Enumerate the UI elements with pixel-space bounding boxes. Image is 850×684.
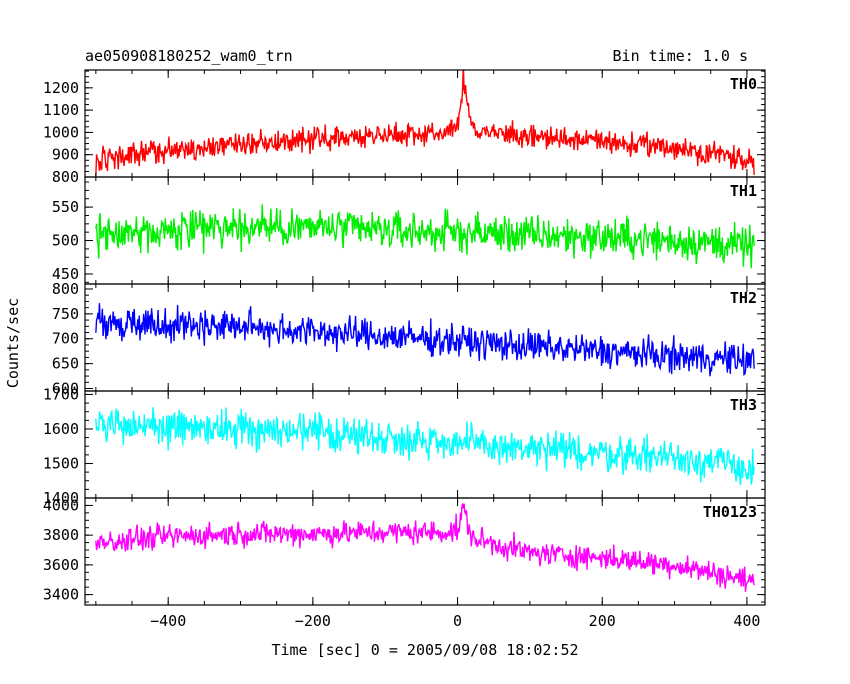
y-tick-label: 3600: [43, 556, 79, 574]
panel-th2: 600 650 700 750 800 TH2: [52, 280, 766, 398]
y-tick-label: 1200: [43, 79, 79, 97]
y-tick-label: 650: [52, 355, 79, 373]
y-tick-label: 800: [52, 280, 79, 298]
y-tick-label: 700: [52, 330, 79, 348]
panel-frame: [84, 69, 766, 178]
series-line-th1: [95, 204, 755, 269]
panel-th3: 1400 1500 1600 1700 TH3: [43, 385, 766, 507]
y-tick-label: 900: [52, 146, 79, 164]
x-tick-label: 400: [733, 612, 760, 630]
y-tick-label: 800: [52, 168, 79, 186]
chart-title: ae050908180252_wam0_trn: [85, 47, 293, 65]
panels-group: 800 900 1000 1100 1200 TH0 450 500 550 TH1 600 650 7…: [43, 69, 766, 630]
x-tick-label: −200: [295, 612, 331, 630]
y-tick-label: 550: [52, 198, 79, 216]
series-line-th0123: [95, 503, 755, 592]
y-tick-label: 3800: [43, 526, 79, 544]
y-tick-label: 750: [52, 305, 79, 323]
y-tick-label: 1400: [43, 489, 79, 507]
y-tick-label: 1500: [43, 454, 79, 472]
series-line-th0: [95, 70, 755, 177]
y-tick-label: 4000: [43, 496, 79, 514]
y-tick-label: 500: [52, 232, 79, 250]
y-tick-label: 1000: [43, 123, 79, 141]
y-tick-label: 1600: [43, 420, 79, 438]
y-tick-label: 1700: [43, 385, 79, 403]
panel-th0: 800 900 1000 1100 1200 TH0: [43, 69, 766, 186]
panel-th1: 450 500 550 TH1: [52, 176, 766, 285]
y-tick-label: 600: [52, 380, 79, 398]
y-tick-label: 1100: [43, 101, 79, 119]
y-axis-label: Counts/sec: [4, 298, 22, 388]
bin-time-label: Bin time: 1.0 s: [613, 47, 748, 65]
x-axis-label: Time [sec] 0 = 2005/09/08 18:02:52: [271, 641, 578, 659]
panel-frame: [84, 390, 766, 499]
panel-label: TH0123: [703, 503, 757, 521]
panel-label: TH3: [730, 396, 757, 414]
panel-frame: [84, 497, 766, 606]
panel-th0123: 3400 3600 3800 4000 TH0123 −400 −200 0 200 400: [43, 496, 766, 630]
x-tick-label: 0: [453, 612, 462, 630]
panel-label: TH0: [730, 75, 757, 93]
x-tick-label: −400: [150, 612, 186, 630]
y-tick-label: 3400: [43, 586, 79, 604]
panel-label: TH2: [730, 289, 757, 307]
series-line-th2: [95, 303, 755, 377]
x-tick-label: 200: [589, 612, 616, 630]
y-tick-label: 450: [52, 265, 79, 283]
panel-label: TH1: [730, 182, 757, 200]
series-line-th3: [95, 407, 755, 486]
